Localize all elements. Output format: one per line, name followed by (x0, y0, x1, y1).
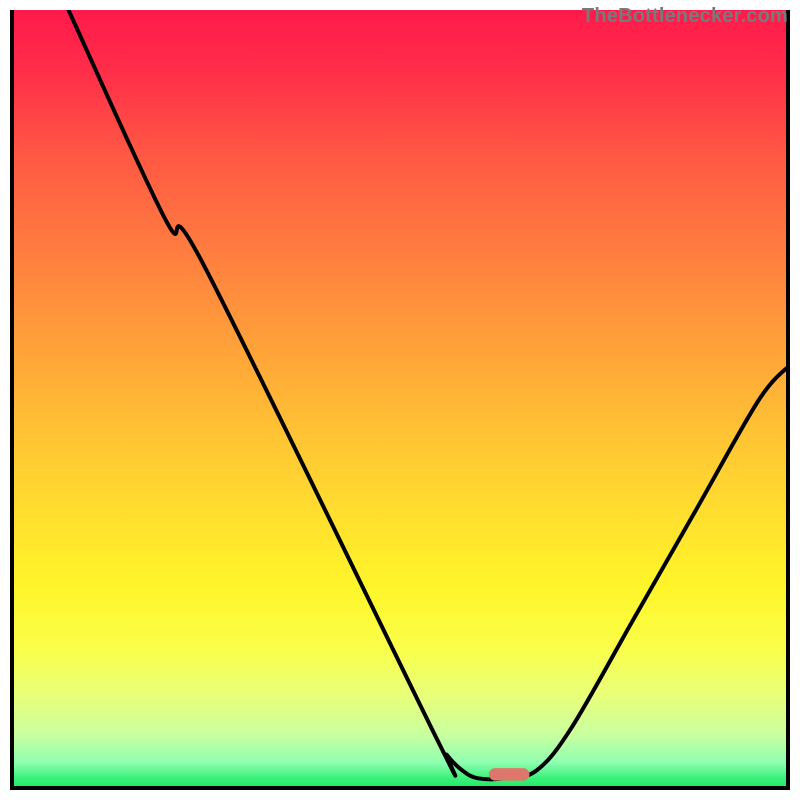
chart-svg (10, 10, 790, 790)
optimal-marker (489, 768, 530, 780)
watermark-text: TheBottlenecker.com (582, 5, 788, 28)
chart-plot-area: TheBottlenecker.com (10, 10, 790, 790)
chart-background (10, 10, 790, 790)
chart-container: TheBottlenecker.com (0, 0, 800, 800)
